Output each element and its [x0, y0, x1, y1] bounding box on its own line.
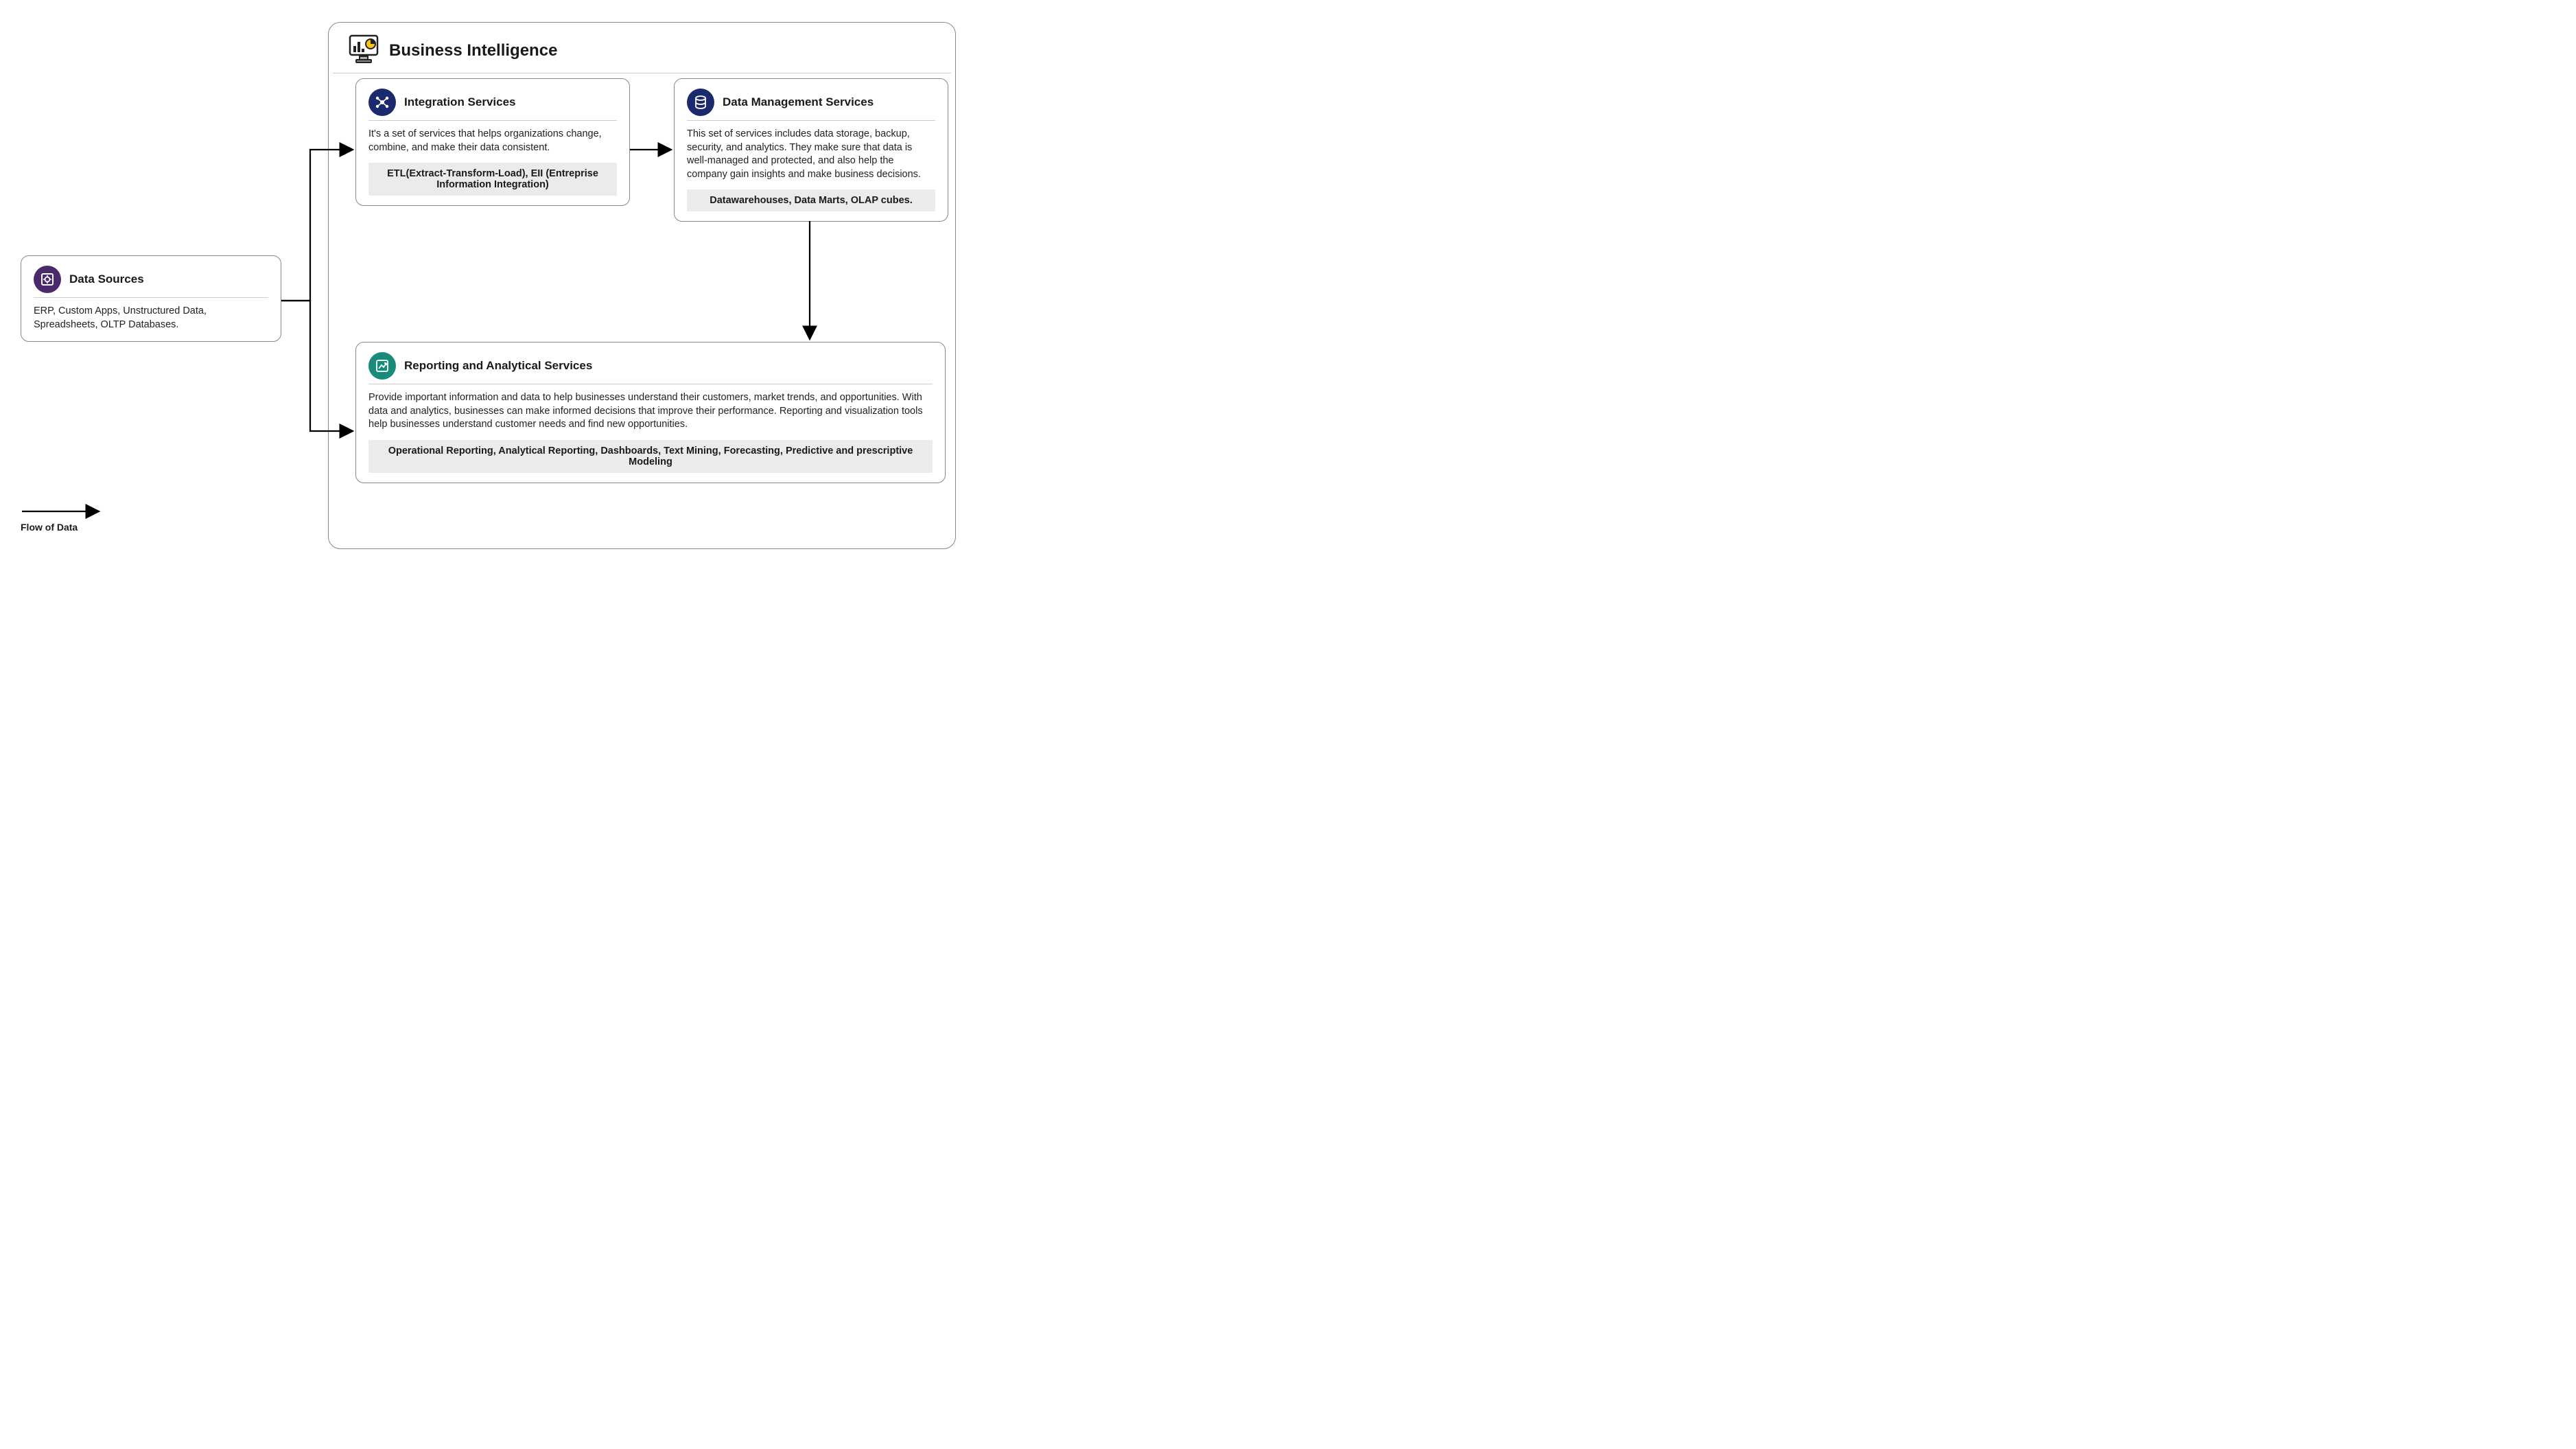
bi-monitor-icon — [348, 34, 379, 67]
card-footer: Datawarehouses, Data Marts, OLAP cubes. — [687, 189, 935, 211]
card-body: Provide important information and data t… — [368, 391, 933, 432]
integration-icon — [368, 89, 396, 116]
card-header: Data Sources — [34, 266, 268, 298]
reporting-icon — [368, 352, 396, 380]
card-title: Data Management Services — [723, 95, 874, 109]
card-footer: Operational Reporting, Analytical Report… — [368, 440, 933, 473]
data-mgmt-card: Data Management Services This set of ser… — [674, 78, 948, 222]
reporting-card: Reporting and Analytical Services Provid… — [355, 342, 946, 483]
card-title: Integration Services — [404, 95, 516, 109]
database-icon — [687, 89, 714, 116]
card-header: Integration Services — [368, 89, 617, 121]
integration-card: Integration Services It's a set of servi… — [355, 78, 630, 206]
card-body: ERP, Custom Apps, Unstructured Data, Spr… — [34, 305, 268, 332]
card-header: Data Management Services — [687, 89, 935, 121]
data-sources-card: Data Sources ERP, Custom Apps, Unstructu… — [21, 255, 281, 342]
card-title: Reporting and Analytical Services — [404, 359, 592, 373]
legend-label: Flow of Data — [21, 522, 78, 533]
bi-header: Business Intelligence — [333, 23, 951, 73]
card-header: Reporting and Analytical Services — [368, 352, 933, 384]
card-footer: ETL(Extract-Transform-Load), EII (Entrep… — [368, 163, 617, 196]
card-body: This set of services includes data stora… — [687, 128, 935, 181]
card-title: Data Sources — [69, 273, 144, 286]
data-sources-icon — [34, 266, 61, 293]
bi-title: Business Intelligence — [389, 41, 557, 60]
card-body: It's a set of services that helps organi… — [368, 128, 617, 154]
